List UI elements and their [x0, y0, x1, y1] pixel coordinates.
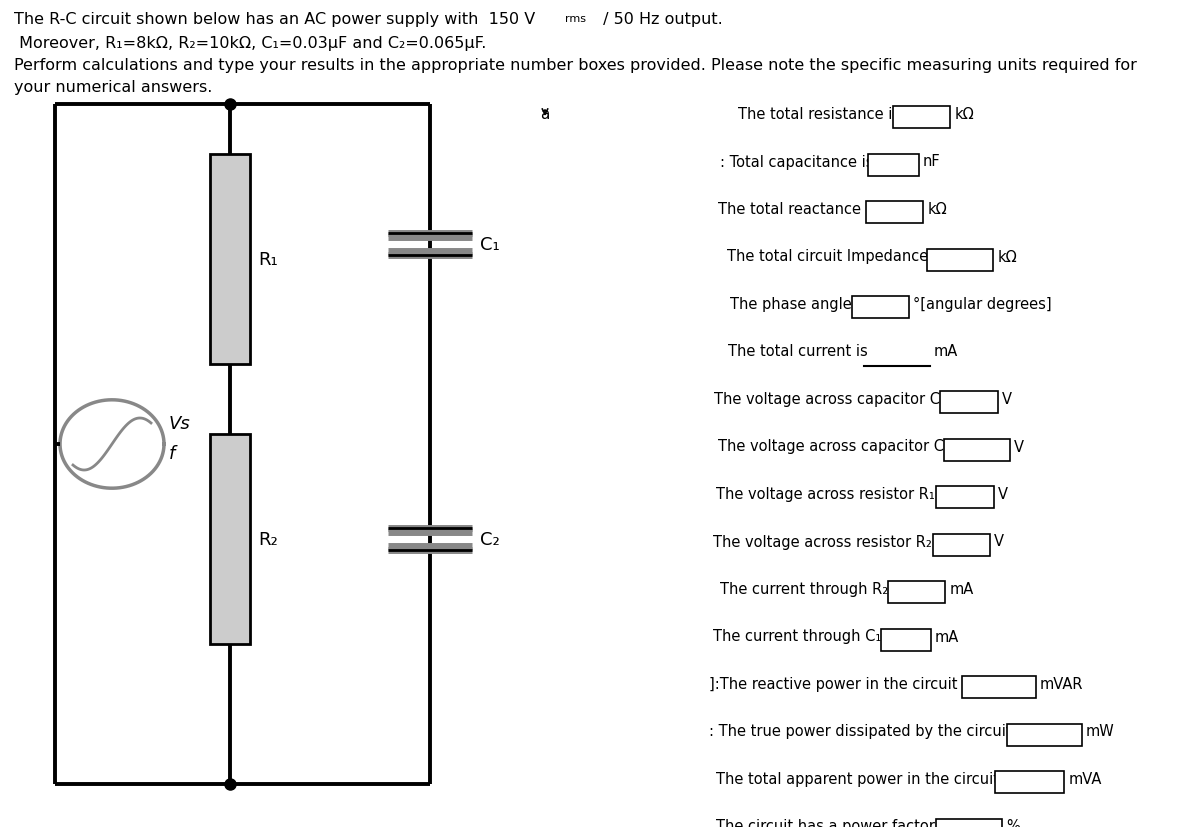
- Text: mA: mA: [935, 629, 959, 643]
- Bar: [893, 107, 950, 129]
- Text: Perform calculations and type your results in the appropriate number boxes provi: Perform calculations and type your resul…: [14, 58, 1136, 73]
- Text: Vs: Vs: [169, 414, 191, 433]
- Text: rms: rms: [565, 14, 586, 24]
- Bar: [210, 434, 250, 644]
- Bar: [932, 534, 990, 556]
- Text: The current through R₂ is: The current through R₂ is: [720, 581, 905, 596]
- Text: Moreover, R₁=8kΩ, R₂=10kΩ, C₁=0.03µF and C₂=0.065µF.: Moreover, R₁=8kΩ, R₂=10kΩ, C₁=0.03µF and…: [14, 36, 486, 51]
- Text: V: V: [1014, 439, 1024, 454]
- Bar: [881, 629, 931, 651]
- Bar: [936, 486, 994, 509]
- Bar: [852, 297, 910, 318]
- Text: f: f: [169, 444, 175, 462]
- Text: The total resistance is: The total resistance is: [738, 107, 900, 122]
- Text: R₂: R₂: [258, 530, 277, 548]
- Text: mW: mW: [1086, 724, 1115, 739]
- Text: The circuit has a power factor of: The circuit has a power factor of: [716, 819, 954, 827]
- Text: your numerical answers.: your numerical answers.: [14, 80, 212, 95]
- Text: The voltage across capacitor C₁ is: The voltage across capacitor C₁ is: [714, 391, 962, 407]
- Bar: [866, 202, 924, 224]
- Text: The total apparent power in the circuit is: The total apparent power in the circuit …: [716, 771, 1016, 786]
- Bar: [1007, 724, 1081, 746]
- Bar: [210, 155, 250, 365]
- Bar: [869, 155, 919, 176]
- Text: kΩ: kΩ: [928, 202, 947, 217]
- Text: The voltage across resistor R₁ is: The voltage across resistor R₁ is: [716, 486, 952, 501]
- Text: V: V: [1002, 391, 1012, 407]
- Bar: [995, 771, 1064, 793]
- Text: ]:The reactive power in the circuit is: ]:The reactive power in the circuit is: [709, 676, 974, 691]
- Text: The total current is: The total current is: [728, 344, 868, 359]
- Text: The total reactance Is: The total reactance Is: [718, 202, 877, 217]
- Text: C₁: C₁: [480, 236, 499, 254]
- Text: The phase angle is: The phase angle is: [730, 297, 868, 312]
- Text: V: V: [998, 486, 1008, 501]
- Text: nF: nF: [923, 155, 941, 170]
- Text: mVAR: mVAR: [1040, 676, 1084, 691]
- Text: : The true power dissipated by the circuit is: : The true power dissipated by the circu…: [709, 724, 1028, 739]
- Bar: [928, 249, 994, 271]
- Text: The current through C₁ is: The current through C₁ is: [713, 629, 898, 643]
- Text: kΩ: kΩ: [954, 107, 974, 122]
- Bar: [936, 819, 1002, 827]
- Text: The R-C circuit shown below has an AC power supply with  150 V: The R-C circuit shown below has an AC po…: [14, 12, 535, 27]
- Text: V: V: [995, 534, 1004, 549]
- Bar: [888, 581, 946, 603]
- Text: / 50 Hz output.: / 50 Hz output.: [598, 12, 722, 27]
- Text: R₁: R₁: [258, 251, 277, 269]
- Text: mA: mA: [949, 581, 973, 596]
- Bar: [941, 391, 998, 414]
- Bar: [944, 439, 1010, 461]
- Text: mVA: mVA: [1068, 771, 1102, 786]
- Text: %: %: [1007, 819, 1020, 827]
- Text: The voltage across resistor R₂ IS: The voltage across resistor R₂ IS: [713, 534, 950, 549]
- Text: mA: mA: [934, 344, 958, 359]
- Text: The total circuit Impedance Is: The total circuit Impedance Is: [727, 249, 946, 264]
- Text: °[angular degrees]: °[angular degrees]: [913, 297, 1052, 312]
- Text: C₂: C₂: [480, 530, 499, 548]
- Bar: [961, 676, 1036, 698]
- Text: kΩ: kΩ: [997, 249, 1018, 264]
- Text: a: a: [540, 107, 550, 122]
- Text: : Total capacitance is: : Total capacitance is: [720, 155, 874, 170]
- Text: The voltage across capacitor C₂ is: The voltage across capacitor C₂ is: [718, 439, 966, 454]
